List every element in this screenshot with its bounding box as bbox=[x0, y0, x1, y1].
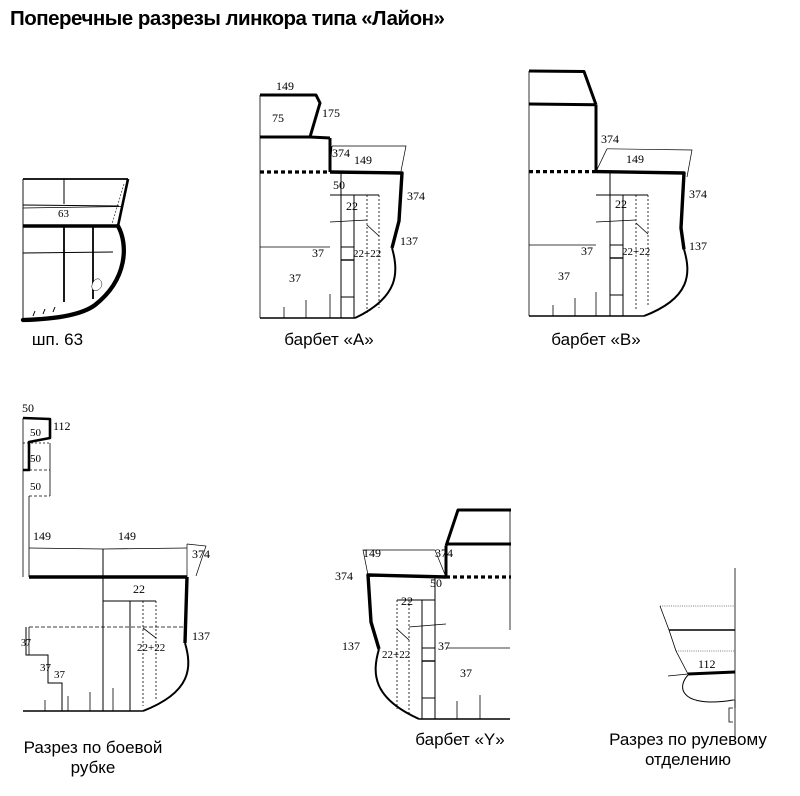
svg-text:137: 137 bbox=[689, 239, 707, 253]
svg-text:37: 37 bbox=[581, 244, 593, 258]
svg-text:22+22: 22+22 bbox=[353, 248, 381, 260]
svg-text:149: 149 bbox=[354, 153, 372, 167]
svg-text:149: 149 bbox=[626, 152, 644, 166]
svg-text:22+22: 22+22 bbox=[137, 642, 165, 654]
svg-text:374: 374 bbox=[332, 146, 350, 160]
svg-text:22: 22 bbox=[346, 199, 358, 213]
svg-text:374: 374 bbox=[689, 187, 707, 201]
svg-text:149: 149 bbox=[276, 79, 294, 93]
svg-text:37: 37 bbox=[312, 246, 324, 260]
svg-text:22: 22 bbox=[615, 197, 627, 211]
svg-text:22+22: 22+22 bbox=[382, 649, 410, 661]
svg-text:175: 175 bbox=[322, 106, 340, 120]
svg-text:112: 112 bbox=[53, 419, 71, 433]
svg-text:137: 137 bbox=[342, 639, 360, 653]
svg-text:149: 149 bbox=[363, 546, 381, 560]
svg-text:374: 374 bbox=[192, 547, 210, 561]
svg-text:22: 22 bbox=[133, 582, 145, 596]
svg-text:112: 112 bbox=[698, 657, 716, 671]
svg-text:50: 50 bbox=[30, 427, 42, 439]
svg-text:137: 137 bbox=[192, 629, 210, 643]
svg-text:37: 37 bbox=[40, 662, 52, 674]
svg-text:22+22: 22+22 bbox=[622, 246, 650, 258]
svg-text:37: 37 bbox=[21, 638, 31, 649]
svg-text:37: 37 bbox=[438, 639, 450, 653]
svg-text:149: 149 bbox=[33, 529, 51, 543]
svg-text:37: 37 bbox=[460, 666, 472, 680]
svg-text:50: 50 bbox=[430, 576, 442, 590]
svg-text:374: 374 bbox=[407, 189, 425, 203]
svg-text:137: 137 bbox=[400, 234, 418, 248]
svg-text:50: 50 bbox=[30, 481, 42, 493]
svg-text:37: 37 bbox=[289, 271, 301, 285]
svg-text:75: 75 bbox=[272, 111, 284, 125]
svg-text:22: 22 bbox=[401, 594, 413, 608]
svg-text:374: 374 bbox=[601, 132, 619, 146]
svg-text:50: 50 bbox=[22, 401, 34, 415]
svg-text:50: 50 bbox=[333, 178, 345, 192]
svg-text:50: 50 bbox=[30, 453, 42, 465]
svg-text:149: 149 bbox=[118, 529, 136, 543]
svg-text:374: 374 bbox=[335, 569, 353, 583]
svg-text:37: 37 bbox=[54, 669, 66, 681]
svg-text:37: 37 bbox=[558, 269, 570, 283]
svg-text:63: 63 bbox=[58, 208, 70, 220]
svg-text:374: 374 bbox=[435, 546, 453, 560]
